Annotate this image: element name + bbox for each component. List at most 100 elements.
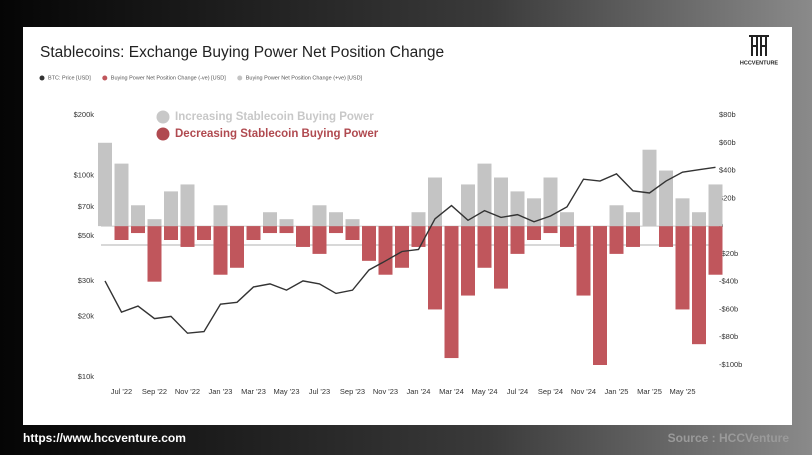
bar <box>213 205 228 227</box>
bar <box>543 177 558 227</box>
bar <box>98 142 112 227</box>
y2-tick-label: -$40b <box>719 277 738 286</box>
y-tick-label: $30k <box>78 276 95 285</box>
bar <box>461 184 475 227</box>
y2-tick-label: $60b <box>719 138 736 147</box>
bar <box>560 212 574 227</box>
bar <box>329 226 343 234</box>
bar <box>411 212 426 227</box>
chart-title: Stablecoins: Exchange Buying Power Net P… <box>40 44 444 61</box>
legend-marker <box>102 75 108 81</box>
bar <box>114 226 129 240</box>
legend-marker <box>39 75 45 81</box>
bar <box>461 226 475 296</box>
y2-tick-label: -$20b <box>719 249 738 258</box>
bar <box>626 226 640 247</box>
bar <box>708 226 723 275</box>
bar <box>329 212 343 227</box>
bar <box>246 226 261 240</box>
x-tick-label: Mar '25 <box>637 387 662 396</box>
bar <box>609 205 624 227</box>
bar <box>428 226 442 310</box>
y2-tick-label: $40b <box>719 166 736 175</box>
footer-url: https://www.hccventure.com <box>23 431 186 445</box>
footer-source: Source : HCCVenture <box>668 431 790 445</box>
bar <box>180 226 195 247</box>
bar <box>345 219 360 227</box>
bar <box>147 219 162 227</box>
x-tick-label: Sep '24 <box>538 387 563 396</box>
bar <box>708 184 723 227</box>
bar <box>147 226 162 282</box>
legend-label: Buying Power Net Position Change (-ve) [… <box>111 75 226 81</box>
bar <box>395 226 409 268</box>
x-tick-label: May '25 <box>669 387 695 396</box>
logo-mark <box>749 35 769 56</box>
y-tick-label: $10k <box>78 372 95 381</box>
bar <box>494 177 508 227</box>
bar <box>510 191 525 227</box>
bar <box>659 226 673 247</box>
x-tick-label: Mar '23 <box>241 387 266 396</box>
bar <box>477 163 492 227</box>
y-tick-label: $100k <box>74 171 95 180</box>
bar <box>345 226 360 240</box>
y2-tick-label: -$80b <box>719 332 738 341</box>
bar <box>197 226 211 240</box>
bar <box>296 226 310 247</box>
bar <box>263 212 277 227</box>
legend-label: Buying Power Net Position Change (+ve) [… <box>246 75 363 81</box>
y-tick-label: $20k <box>78 311 95 320</box>
bar <box>180 184 195 227</box>
bar <box>626 212 640 227</box>
bar <box>114 163 129 227</box>
y2-tick-label: $80b <box>719 110 736 119</box>
x-tick-label: Mar '24 <box>439 387 464 396</box>
price-line <box>104 166 716 334</box>
bar <box>312 226 327 254</box>
bar <box>692 226 706 345</box>
bar <box>279 226 294 234</box>
bar <box>444 226 459 359</box>
logo-text: HCCVENTURE <box>740 60 779 66</box>
x-tick-label: Jul '22 <box>111 387 132 396</box>
bar <box>675 198 690 227</box>
x-tick-label: Sep '23 <box>340 387 365 396</box>
x-tick-label: Nov '24 <box>571 387 596 396</box>
x-tick-label: Jul '24 <box>507 387 528 396</box>
annotation: Decreasing Stablecoin Buying Power <box>175 128 379 140</box>
x-tick-label: Jan '23 <box>209 387 233 396</box>
x-tick-label: Jan '24 <box>407 387 431 396</box>
x-tick-label: Nov '23 <box>373 387 398 396</box>
bar <box>131 226 145 234</box>
bar <box>131 205 145 227</box>
bar <box>378 226 393 275</box>
bar <box>279 219 294 227</box>
x-tick-label: Jan '25 <box>605 387 629 396</box>
bar <box>543 226 558 234</box>
y2-tick-label: -$100b <box>719 360 742 369</box>
bar <box>560 226 574 247</box>
bar <box>609 226 624 254</box>
bar <box>164 191 178 227</box>
bar <box>675 226 690 310</box>
legend-label: BTC: Price [USD] <box>48 75 91 81</box>
bar <box>576 226 591 296</box>
annotation-marker <box>156 127 170 141</box>
bar <box>263 226 277 234</box>
x-tick-label: May '24 <box>471 387 497 396</box>
legend-marker <box>237 75 243 81</box>
logo: HCCVENTURE <box>740 35 779 66</box>
bar <box>527 226 541 240</box>
bar <box>527 198 541 227</box>
bar <box>312 205 327 227</box>
bar <box>411 226 426 247</box>
y2-tick-label: $20b <box>719 193 736 202</box>
x-tick-label: Jul '23 <box>309 387 330 396</box>
bar <box>659 170 673 227</box>
x-tick-label: Nov '22 <box>175 387 200 396</box>
y-tick-label: $50k <box>78 231 95 240</box>
y-tick-label: $70k <box>78 202 95 211</box>
annotation-marker <box>156 110 170 124</box>
